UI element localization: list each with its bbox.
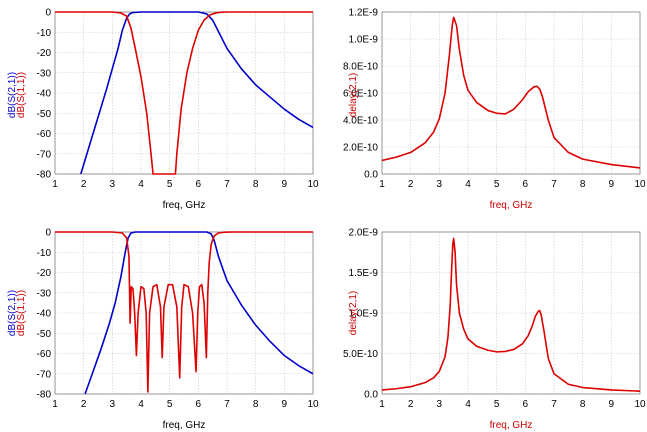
- series-line-1: [80, 11, 313, 175]
- y-tick-label: 1.0E-9: [349, 309, 379, 320]
- y-tick-label: -60: [37, 129, 52, 140]
- y-tick-label: -40: [37, 309, 52, 320]
- y-tick-label: -20: [37, 48, 52, 59]
- x-tick-label: 10: [307, 179, 319, 190]
- y-tick-label: 0.0: [364, 390, 378, 401]
- x-tick-label: 9: [609, 179, 615, 190]
- x-tick-label: 2: [408, 399, 414, 410]
- x-tick-label: 1: [52, 399, 58, 410]
- series-line-1: [84, 231, 313, 395]
- y-tick-label: -60: [37, 349, 52, 360]
- x-tick-label: 8: [253, 399, 259, 410]
- y-tick-label: -40: [37, 89, 52, 100]
- y-tick-label: 5.0E-10: [343, 349, 378, 360]
- x-tick-label: 5: [167, 179, 173, 190]
- x-tick-label: 10: [634, 179, 646, 190]
- y-tick-label: -20: [37, 268, 52, 279]
- x-tick-label: 8: [580, 179, 586, 190]
- y-tick-label: 1.5E-9: [349, 268, 379, 279]
- x-tick-label: 2: [408, 179, 414, 190]
- y-tick-label: -70: [37, 369, 52, 380]
- y-tick-label: -50: [37, 109, 52, 120]
- y-axis-label: delay(2,1): [348, 291, 359, 335]
- y-tick-label: -70: [37, 149, 52, 160]
- x-tick-label: 8: [580, 399, 586, 410]
- y-tick-label: 2.0E-9: [349, 228, 379, 239]
- chart-panel-4: 1 2 3 4 5 6 7 8 9 10 2.0E-9 1.5E-9 1.0E-9 5.0E-10 0.0 f…: [343, 228, 646, 432]
- series-line-2: [55, 231, 313, 393]
- x-tick-label: 9: [282, 179, 288, 190]
- x-tick-label: 7: [224, 179, 230, 190]
- x-tick-label: 2: [81, 399, 87, 410]
- x-tick-label: 6: [196, 399, 202, 410]
- y-axis-label: dB(S(2,1)): [7, 290, 18, 336]
- x-tick-label: 5: [167, 399, 173, 410]
- chart-panel-1: 1 2 3 4 5 6 7 8 9 10 0 -10 -20 -30 -40 -50 -60 -70 -80 freq…: [7, 8, 319, 212]
- x-axis-label: freq, GHz: [490, 200, 533, 211]
- x-tick-label: 6: [196, 179, 202, 190]
- x-tick-label: 10: [307, 399, 319, 410]
- y-tick-label: -80: [37, 170, 52, 181]
- x-tick-label: 7: [551, 399, 557, 410]
- x-tick-label: 4: [465, 399, 471, 410]
- x-axis-label: freq, GHz: [163, 200, 206, 211]
- y-tick-label: 1.0E-9: [349, 35, 379, 46]
- x-tick-label: 4: [465, 179, 471, 190]
- x-tick-label: 3: [110, 179, 116, 190]
- chart-panel-3: 1 2 3 4 5 6 7 8 9 10 0 -10 -20 -30 -40 -50 -60 -70 -80 freq…: [7, 228, 319, 432]
- y-tick-label: -30: [37, 68, 52, 79]
- series-line-1: [382, 237, 640, 392]
- x-tick-label: 4: [138, 179, 144, 190]
- x-tick-label: 1: [379, 179, 385, 190]
- y-tick-label: 1.2E-9: [349, 8, 379, 19]
- x-tick-label: 6: [523, 179, 529, 190]
- y-tick-label: 8.0E-10: [343, 62, 378, 73]
- x-tick-label: 3: [437, 179, 443, 190]
- y-tick-label: 0: [45, 8, 51, 19]
- x-tick-label: 3: [437, 399, 443, 410]
- x-tick-label: 5: [494, 399, 500, 410]
- x-tick-label: 7: [551, 179, 557, 190]
- x-tick-label: 9: [609, 399, 615, 410]
- y-axis-label: delay(2,1): [348, 73, 359, 117]
- y-axis-label: dB(S(2,1)): [7, 72, 18, 118]
- plot-frame: [381, 11, 641, 175]
- x-tick-label: 7: [224, 399, 230, 410]
- x-tick-label: 6: [523, 399, 529, 410]
- x-tick-label: 5: [494, 179, 500, 190]
- x-tick-label: 9: [282, 399, 288, 410]
- x-tick-label: 4: [138, 399, 144, 410]
- chart-panel-2: 1 2 3 4 5 6 7 8 9 10 1.2E-9 1.0E-9 8.0E-10 6.0E-10 4.0…: [343, 8, 646, 212]
- y-tick-label: 2.0E-10: [343, 143, 378, 154]
- y-tick-label: 4.0E-10: [343, 116, 378, 127]
- y-tick-label: -10: [37, 248, 52, 259]
- y-tick-label: 0: [45, 228, 51, 239]
- y-tick-label: -50: [37, 329, 52, 340]
- x-tick-label: 3: [110, 399, 116, 410]
- y-axis-label: dB(S(1,1)): [16, 72, 27, 118]
- series-line-2: [55, 11, 313, 175]
- x-tick-label: 1: [52, 179, 58, 190]
- plot-frame: [381, 231, 641, 395]
- x-tick-label: 1: [379, 399, 385, 410]
- y-tick-label: 6.0E-10: [343, 89, 378, 100]
- y-tick-label: 0.0: [364, 170, 378, 181]
- y-tick-label: -30: [37, 288, 52, 299]
- x-tick-label: 10: [634, 399, 646, 410]
- y-axis-label: dB(S(1,1)): [16, 290, 27, 336]
- series-line-1: [382, 16, 640, 169]
- x-tick-label: 8: [253, 179, 259, 190]
- y-tick-label: -10: [37, 28, 52, 39]
- x-axis-label: freq, GHz: [163, 420, 206, 431]
- y-tick-label: -80: [37, 390, 52, 401]
- x-axis-label: freq, GHz: [490, 420, 533, 431]
- x-tick-label: 2: [81, 179, 87, 190]
